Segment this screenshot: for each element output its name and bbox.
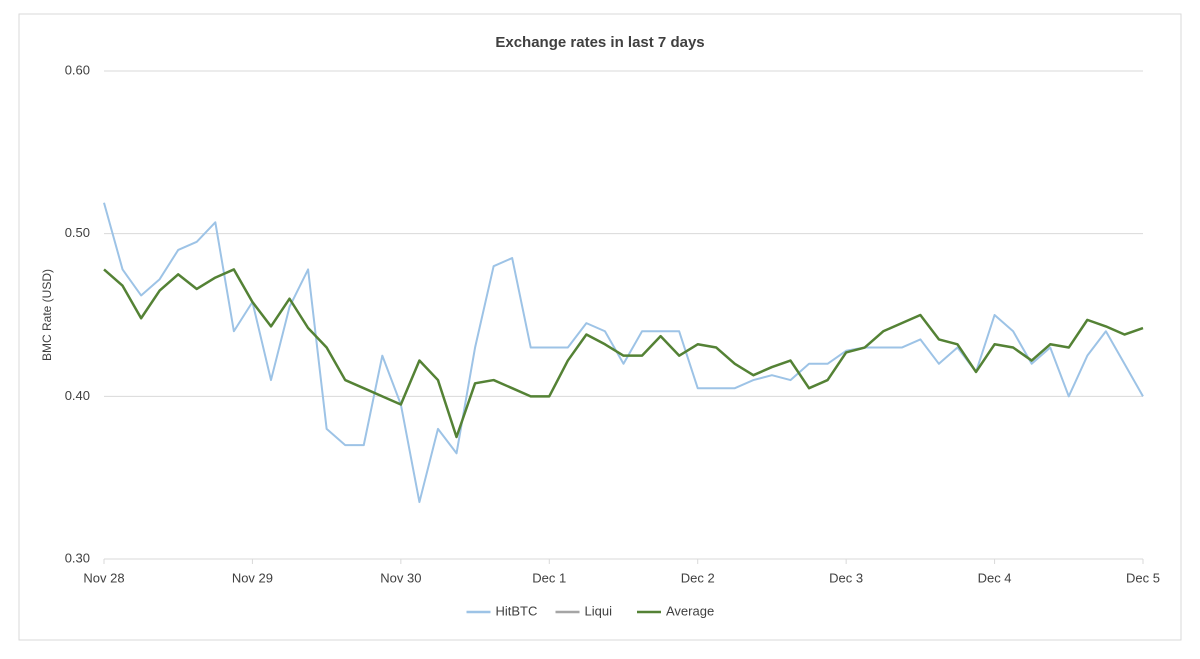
x-tick-label: Nov 29 [232,570,273,585]
legend-label: Average [666,603,714,618]
y-tick-label: 0.50 [65,225,90,240]
y-axis-label: BMC Rate (USD) [40,269,54,361]
x-tick-label: Dec 4 [978,570,1012,585]
x-tick-label: Dec 2 [681,570,715,585]
y-tick-label: 0.40 [65,388,90,403]
chart-border [18,13,1182,641]
x-tick-label: Nov 30 [380,570,421,585]
legend-label: Liqui [585,603,613,618]
legend-label: HitBTC [496,603,538,618]
x-tick-label: Dec 5 [1126,570,1160,585]
x-tick-label: Dec 1 [532,570,566,585]
x-tick-label: Nov 28 [83,570,124,585]
chart-title: Exchange rates in last 7 days [495,34,704,51]
x-tick-label: Dec 3 [829,570,863,585]
y-tick-label: 0.30 [65,550,90,565]
series-line [103,268,1144,439]
y-tick-label: 0.60 [65,62,90,77]
